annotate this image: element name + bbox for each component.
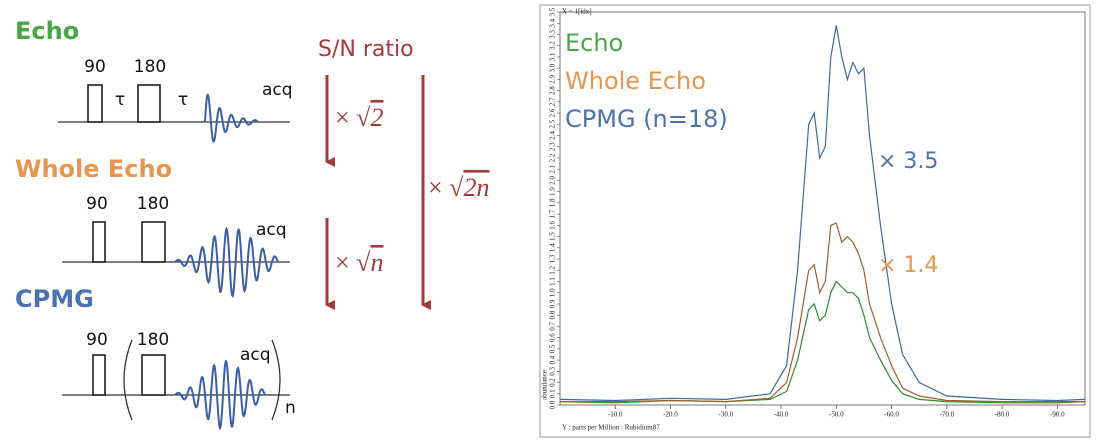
spectrum-line [559, 25, 1086, 402]
pulse-label: 180 [137, 194, 169, 214]
y-tick-label: 2.4 [549, 131, 557, 140]
corner-label: X = 1[idx] [562, 8, 592, 16]
section-title: Whole Echo [15, 155, 172, 183]
x-tick-label: -90.0 [1050, 411, 1065, 419]
y-tick-label: 1.5 [549, 232, 557, 241]
y-tick-label: 1.6 [549, 220, 557, 229]
pulse [87, 84, 103, 123]
y-tick-label: 0.9 [549, 299, 557, 308]
pulse-label: 90 [86, 330, 108, 350]
y-tick-label: 1.0 [549, 288, 557, 297]
plot-area [559, 11, 1086, 406]
y-tick-label: 2.5 [549, 119, 557, 128]
y-tick-label: 3.2 [549, 41, 557, 50]
y-tick-label: 2.3 [549, 142, 557, 151]
fid [204, 93, 259, 143]
factor: × √n [335, 248, 383, 277]
x-tick-label: -20.0 [663, 411, 678, 419]
y-tick-label: 2.2 [549, 153, 557, 162]
echo-wave [174, 226, 279, 299]
y-tick-label: 1.3 [549, 254, 557, 263]
acq-label: acq [240, 345, 271, 365]
factor: × √2n [428, 173, 489, 202]
y-tick-label: 1.1 [549, 277, 557, 286]
y-tick-label: 3.5 [549, 7, 557, 16]
y-tick-label: 0.4 [549, 355, 557, 364]
legend-entry: Whole Echo [565, 67, 706, 95]
y-tick-label: 2.8 [549, 86, 557, 95]
section-title: CPMG [15, 285, 94, 313]
pulse [141, 221, 166, 263]
pulse-label: 90 [84, 57, 106, 77]
y-tick-label: 0.6 [549, 333, 557, 342]
y-tick-label: 1.2 [549, 265, 557, 274]
x-tick-label: -80.0 [995, 411, 1010, 419]
loop-bracket [123, 339, 133, 421]
legend-entry: Echo [565, 29, 623, 57]
tau: τ [115, 90, 125, 110]
y-tick-label: 3.4 [549, 18, 557, 27]
section-title: Echo [15, 17, 79, 45]
pulse [137, 84, 161, 123]
x-tick-label: -70.0 [940, 411, 955, 419]
spectrum-line [559, 280, 1086, 404]
pulse [92, 354, 106, 396]
y-tick-label: 1.7 [549, 209, 557, 218]
y-tick-label: 0.7 [549, 322, 557, 331]
pulse-label: 180 [134, 57, 166, 77]
loop-bracket [271, 339, 281, 421]
pulse [92, 221, 106, 263]
chart-frame [539, 4, 1091, 438]
y-tick-label: 1.8 [549, 198, 557, 207]
legend-entry: CPMG (n=18) [565, 105, 728, 133]
echo-wave [174, 359, 266, 431]
y-tick-label: 3.0 [549, 63, 557, 72]
x-tick-label: -60.0 [884, 411, 899, 419]
y-tick-label: 3.3 [549, 30, 557, 39]
y-tick-label: 2.9 [549, 74, 557, 83]
annotation: × 3.5 [878, 149, 938, 174]
tau: τ [178, 90, 188, 110]
loop-count: n [285, 398, 296, 418]
x-tick-label: -30.0 [718, 411, 733, 419]
y-tick-label: 2.1 [549, 164, 557, 173]
annotation: × 1.4 [878, 253, 938, 278]
x-tick-label: -50.0 [829, 411, 844, 419]
y-tick-label: 1.9 [549, 187, 557, 196]
y-tick-label: 0.8 [549, 310, 557, 319]
pulse-label: 90 [86, 194, 108, 214]
y-tick-label: 3.1 [549, 52, 557, 61]
y-tick-label: 0.5 [549, 344, 557, 353]
sn-title: S/N ratio [318, 37, 414, 62]
pulse-label: 180 [137, 330, 169, 350]
y-tick-label: 2.7 [549, 97, 557, 106]
acq-label: acq [262, 80, 293, 100]
y-tick-label: 0.3 [549, 366, 557, 375]
acq-label: acq [256, 220, 287, 240]
y-tick-label: 0.0 [549, 400, 557, 409]
y-tick-label: 2.6 [549, 108, 557, 117]
factor: × √2 [335, 103, 383, 132]
pulse [141, 354, 166, 396]
y-tick-label: 2.0 [549, 176, 557, 185]
x-tick-label: -40.0 [774, 411, 789, 419]
x-tick-label: -10.0 [608, 411, 623, 419]
y-tick-label: 1.4 [549, 243, 557, 252]
y-tick-label: 0.1 [549, 389, 557, 398]
x-axis-label: Y : parts per Million : Rubidium87 [562, 424, 660, 432]
y-tick-label: 0.2 [549, 378, 557, 387]
spectrum-line [560, 222, 1085, 403]
y-axis-label: abundance [541, 370, 549, 400]
